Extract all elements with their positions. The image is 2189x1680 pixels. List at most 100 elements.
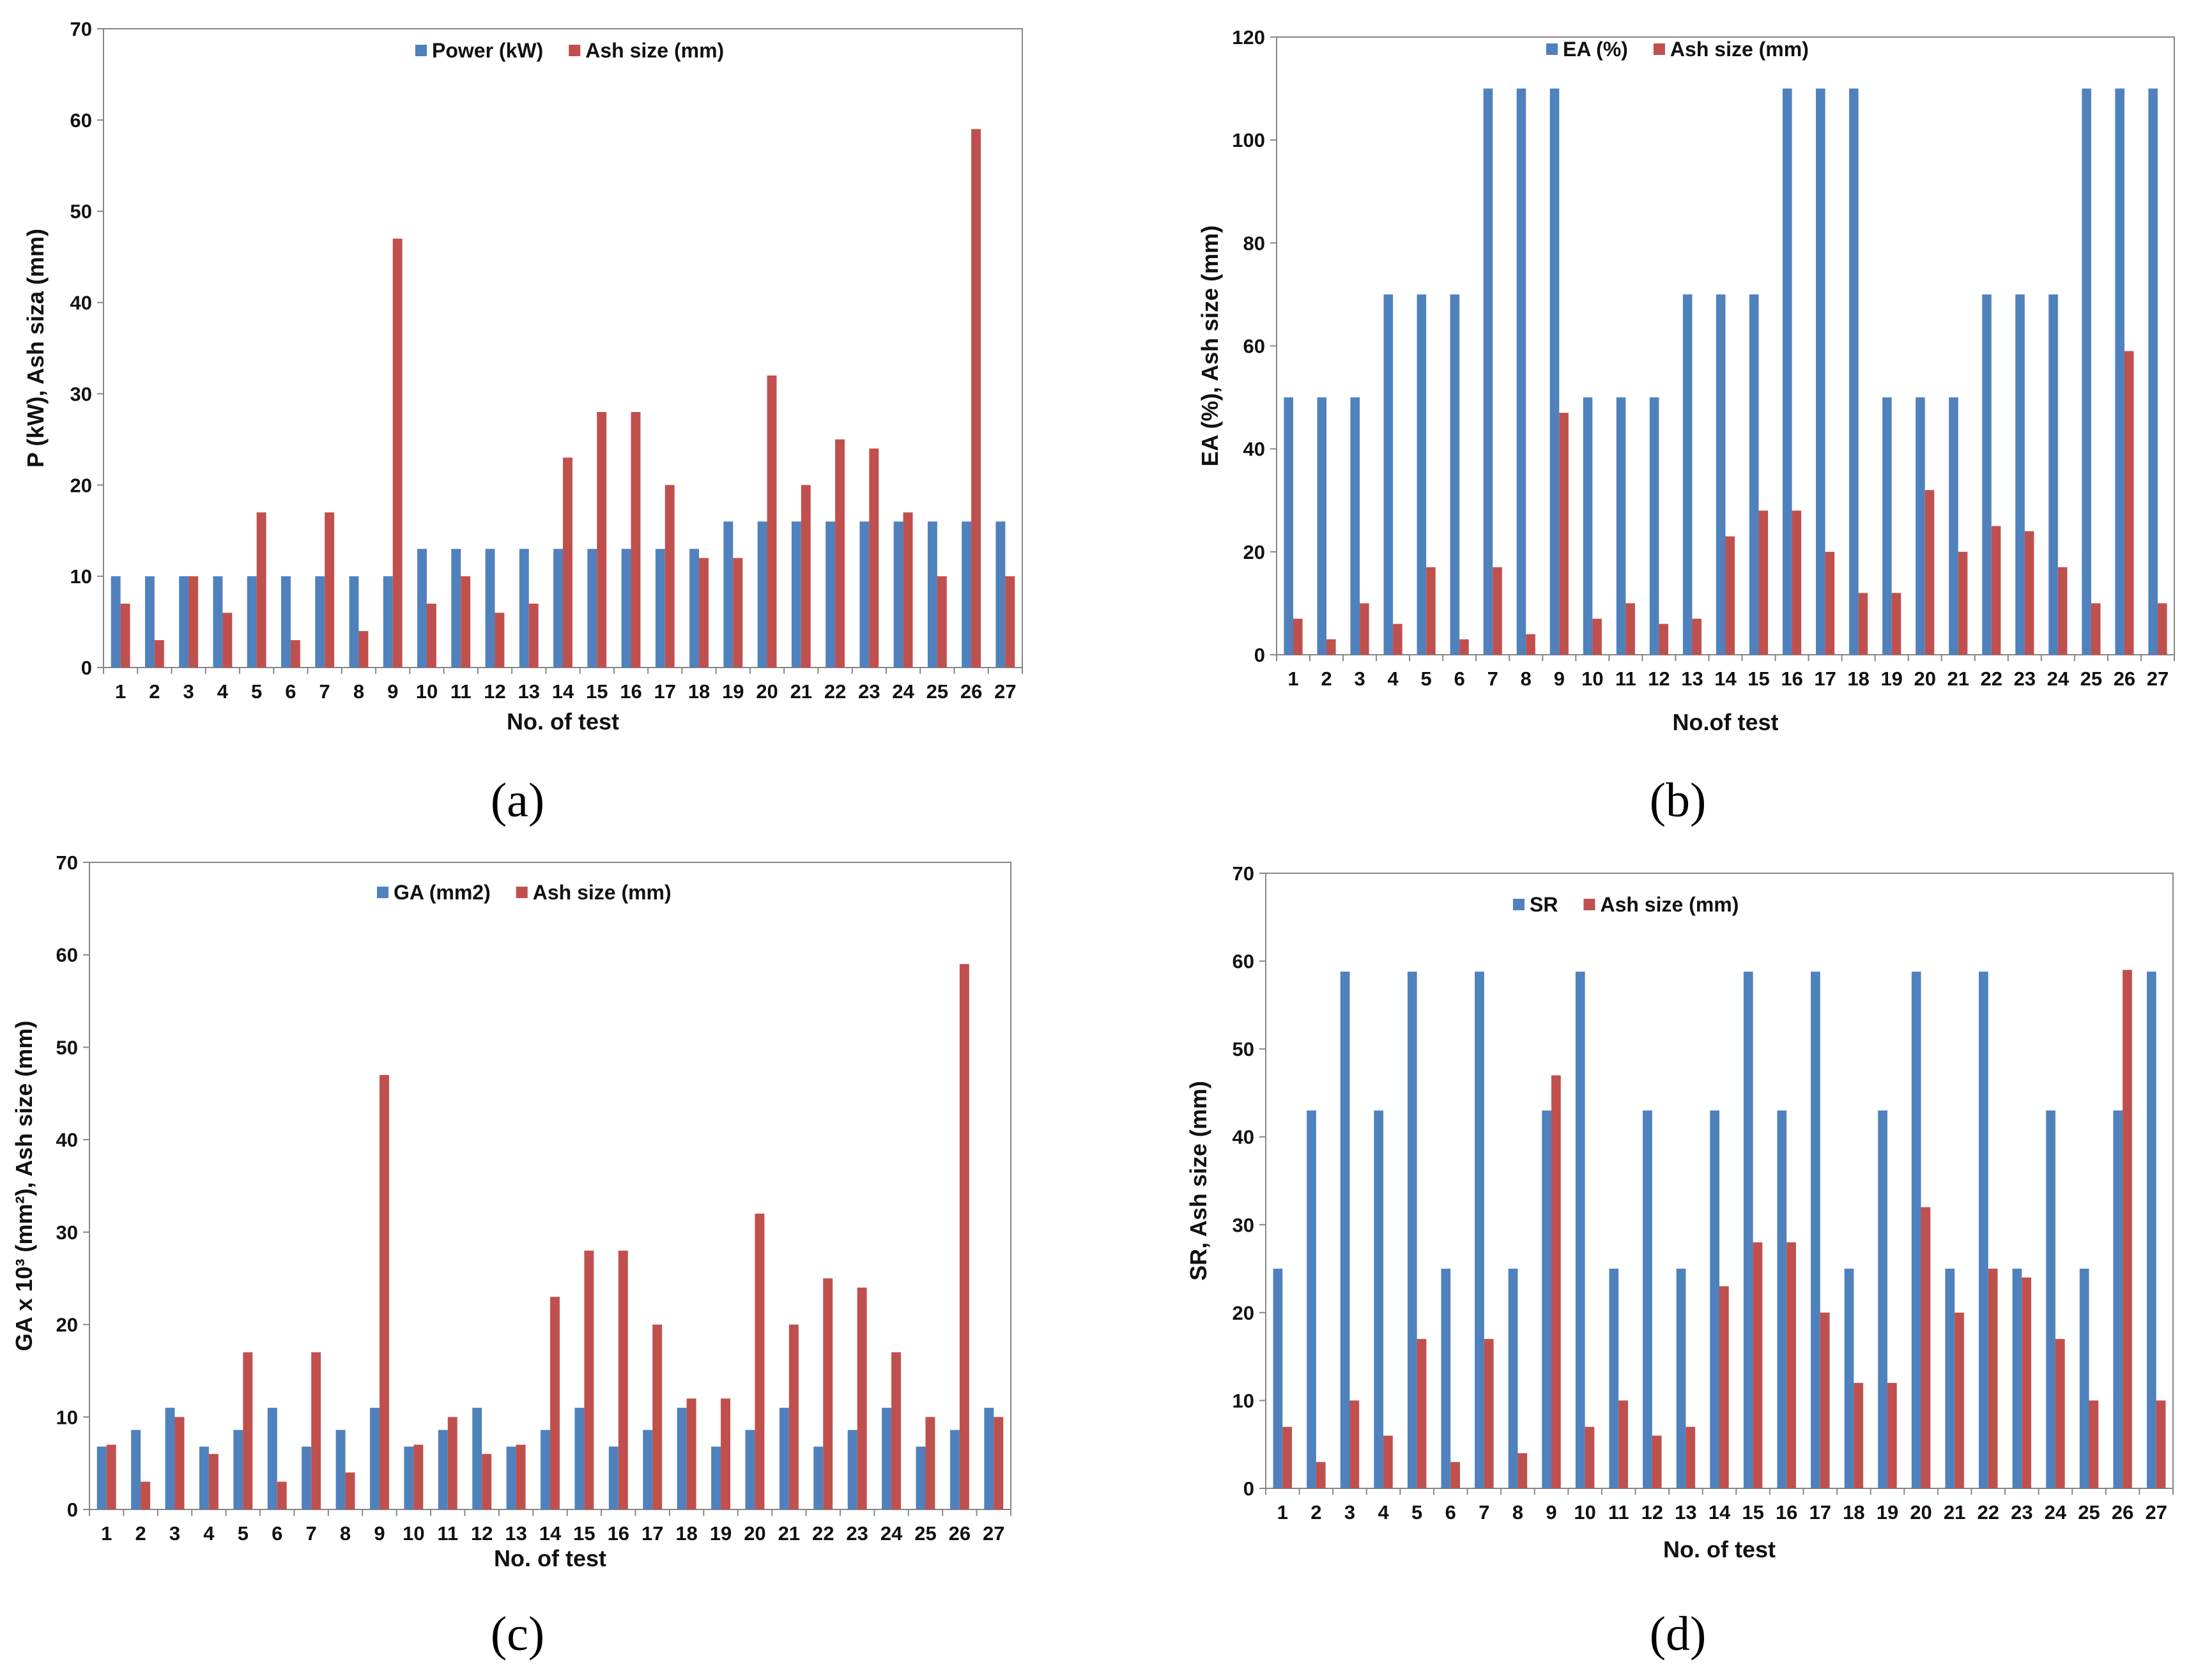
bar-c-s2-5 [243,1352,253,1509]
legend-swatch-b-2 [1653,43,1665,55]
x-tick-label-c-17: 18 [675,1522,697,1545]
bar-d-s2-22 [1988,1269,1998,1488]
x-tick-label-d-8: 9 [1546,1501,1556,1523]
bar-c-s2-16 [618,1250,628,1509]
bar-d-s2-23 [2022,1277,2032,1488]
bar-a-s2-5 [256,512,266,668]
bar-d-s2-17 [1820,1312,1830,1488]
x-tick-label-d-3: 4 [1378,1501,1389,1523]
bar-a-s1-2 [144,576,155,668]
x-tick-label-d-9: 10 [1574,1501,1595,1523]
bar-b-s2-6 [1459,639,1469,655]
bar-d-s1-11 [1609,1269,1619,1488]
bar-a-s2-23 [869,448,879,668]
y-tick-label-c-1: 10 [56,1406,78,1428]
bar-c-s1-14 [541,1430,550,1509]
x-tick-label-d-20: 21 [1944,1501,1965,1523]
caption-d: (d) [1649,1607,1707,1661]
bar-a-s1-4 [213,576,223,668]
bar-b-s2-14 [1725,536,1735,655]
x-tick-label-b-1: 2 [1321,668,1332,690]
bar-a-s2-3 [188,576,199,668]
bar-d-s2-19 [1887,1382,1897,1488]
legend-swatch-b-1 [1546,43,1558,55]
bar-a-s2-4 [222,613,233,668]
chart-panel-b: 0 20 40 60 80 100 120 1 2 3 4 5 6 7 8 9 10 11 12 13 14 15 16 17… [1094,0,2189,840]
y-axis-label-d: SR, Ash size (mm) [1185,1081,1211,1281]
bar-c-s2-13 [516,1444,526,1509]
bar-c-s1-18 [677,1407,687,1509]
bar-d-s2-16 [1786,1242,1796,1488]
x-tick-label-c-25: 26 [949,1522,971,1545]
bar-a-s1-5 [247,576,257,668]
bar-c-s2-10 [413,1444,424,1509]
bar-a-s1-8 [349,576,359,668]
x-tick-label-b-23: 24 [2047,668,2070,690]
bar-c-s2-12 [482,1454,492,1509]
bar-b-s1-14 [1716,294,1726,655]
bar-a-s2-17 [664,485,675,668]
y-tick-label-c-3: 30 [56,1221,78,1244]
x-tick-label-d-26: 27 [2145,1501,2167,1523]
bar-d-s1-14 [1710,1110,1719,1488]
x-tick-label-c-20: 21 [778,1522,800,1545]
y-tick-label-a-2: 20 [70,474,92,496]
bar-a-s1-19 [723,521,734,668]
y-tick-label-b-4: 80 [1243,232,1265,254]
bar-d-s2-25 [2089,1400,2099,1488]
bar-a-s2-6 [290,640,300,668]
bar-d-s2-7 [1484,1339,1494,1488]
bar-d-s2-18 [1854,1382,1864,1488]
bar-b-s2-21 [1958,551,1968,655]
bar-b-s1-22 [1982,294,1992,655]
bar-c-s2-24 [891,1352,902,1509]
bar-d-s2-9 [1551,1075,1561,1488]
bar-d-s2-26 [2123,970,2132,1488]
x-tick-label-a-9: 10 [416,680,438,703]
y-tick-label-d-1: 10 [1233,1389,1254,1412]
x-tick-label-a-6: 7 [319,680,330,703]
bar-a-s1-1 [111,576,121,668]
bar-d-s1-10 [1575,972,1585,1488]
x-tick-label-d-13: 14 [1709,1501,1731,1523]
x-tick-label-d-10: 11 [1608,1501,1629,1523]
bar-b-s1-2 [1317,397,1327,655]
bar-a-s1-26 [962,521,972,668]
bar-c-s1-2 [131,1430,141,1509]
bar-b-s2-15 [1758,510,1769,655]
bar-c-s2-6 [277,1481,287,1509]
bar-c-s1-19 [711,1446,721,1509]
bar-b-s2-23 [2024,531,2034,655]
y-tick-label-b-5: 100 [1232,129,1265,151]
bar-a-s2-8 [358,630,369,668]
x-tick-label-d-7: 8 [1512,1501,1523,1523]
chart-panel-a: 0 10 20 30 40 50 60 70 1 2 3 4 5 6 7 8 9 10 11 12 13 14 15 16 17… [0,0,1094,840]
bar-b-s1-12 [1649,397,1659,655]
legend-swatch-c-1 [377,887,388,898]
x-tick-label-c-4: 5 [238,1522,249,1545]
bar-a-s2-12 [495,613,505,668]
bar-a-s1-7 [315,576,325,668]
bar-a-s1-16 [621,549,631,668]
x-tick-label-c-0: 1 [101,1522,112,1545]
x-tick-label-b-0: 1 [1287,668,1298,690]
bar-c-s2-7 [311,1352,321,1509]
x-tick-label-a-23: 24 [892,680,914,703]
x-tick-label-b-22: 23 [2014,668,2036,690]
x-tick-label-a-10: 11 [450,680,472,703]
y-tick-label-a-6: 60 [70,109,92,132]
bar-a-s2-15 [597,412,607,668]
x-tick-label-a-17: 18 [688,680,710,703]
bar-c-s1-6 [267,1407,277,1509]
x-axis-label-d: No. of test [1663,1536,1776,1562]
bar-a-s1-25 [927,521,937,668]
bar-a-s1-18 [689,549,700,668]
x-tick-label-b-7: 8 [1521,668,1532,690]
bar-d-s1-2 [1307,1110,1316,1488]
bar-c-s2-4 [208,1454,219,1509]
x-tick-label-b-25: 26 [2114,668,2135,690]
bar-b-s2-3 [1360,603,1369,655]
bar-c-s1-23 [847,1430,857,1509]
x-tick-label-c-8: 9 [374,1522,385,1545]
bar-a-s1-6 [281,576,291,668]
